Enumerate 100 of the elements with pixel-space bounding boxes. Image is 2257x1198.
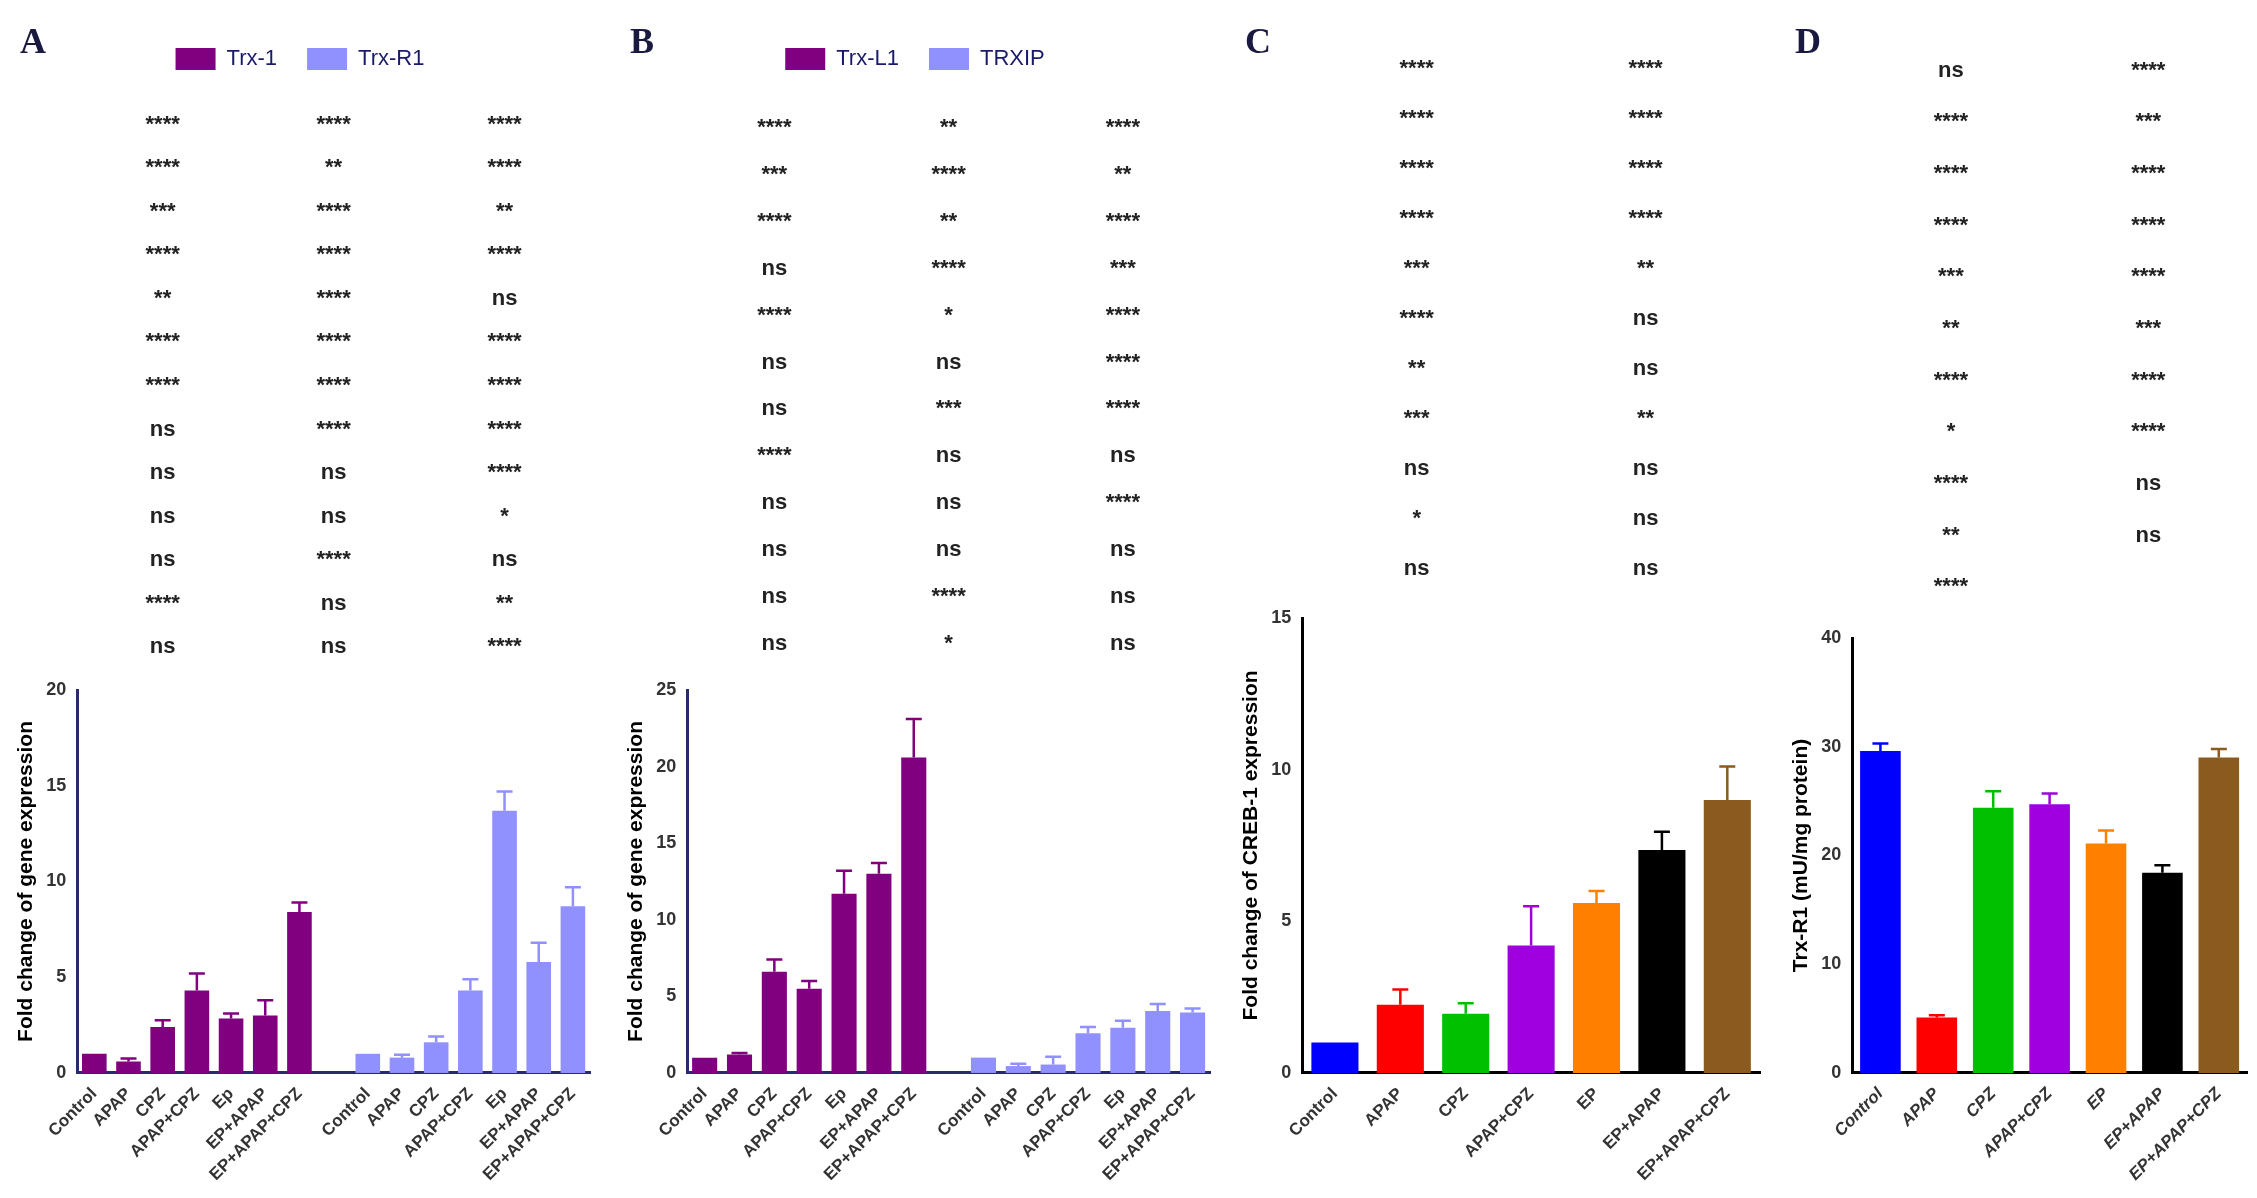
text: ns (1110, 583, 1136, 610)
bar (116, 1061, 141, 1073)
text: **** (1399, 105, 1434, 131)
text: ns (2135, 521, 2162, 548)
text: ns (761, 583, 788, 610)
y-tick-label: 20 (656, 755, 677, 776)
text: ns (149, 415, 176, 442)
y-axis-title: Trx-R1 (mU/mg protein) (1788, 738, 1812, 973)
text: ns (149, 546, 176, 573)
text: **** (1105, 207, 1140, 234)
text: ns (761, 348, 788, 375)
text: **** (1628, 155, 1663, 181)
text: **** (487, 459, 522, 486)
text: ** (154, 284, 172, 311)
text: ** (1408, 355, 1426, 381)
legend-label: Trx-1 (226, 45, 278, 71)
text: **** (1399, 205, 1434, 231)
chart-title: A (20, 20, 46, 62)
text: **** (145, 110, 180, 137)
text: **** (487, 415, 522, 442)
text: * (1946, 418, 1956, 445)
text: ns (761, 536, 788, 563)
text: **** (145, 372, 180, 398)
text: *** (1403, 405, 1430, 431)
text: ns (491, 546, 518, 573)
y-tick-label: 15 (656, 832, 677, 853)
y-tick-label: 15 (1271, 606, 1292, 627)
text: ** (495, 197, 514, 224)
text: ns (935, 442, 962, 469)
text: * (944, 301, 953, 328)
text: **** (145, 154, 180, 181)
text: **** (1933, 470, 1969, 496)
bar (970, 1057, 997, 1073)
text: * (1412, 505, 1421, 531)
text: *** (2135, 315, 2162, 341)
text: **** (1399, 305, 1434, 331)
text: **** (487, 241, 522, 268)
text: ns (935, 348, 962, 375)
text: **** (316, 546, 351, 573)
legend-label: TRXIP (979, 45, 1045, 71)
text: ns (320, 589, 347, 616)
text: **** (931, 583, 966, 610)
text: **** (316, 372, 351, 398)
text: ns (1632, 505, 1659, 531)
chart-title: B (630, 20, 655, 62)
text: * (500, 502, 509, 529)
text: *** (761, 160, 788, 187)
y-tick-label: 5 (56, 966, 67, 987)
text: ns (2135, 470, 2162, 496)
text: ** (1636, 255, 1655, 281)
bar (82, 1053, 107, 1073)
text: ns (320, 633, 347, 660)
bar (1916, 1017, 1958, 1073)
text: **** (316, 284, 351, 311)
y-tick-label: 10 (1821, 953, 1842, 974)
text: **** (1628, 105, 1663, 131)
text: **** (145, 589, 180, 616)
text: ** (1114, 160, 1132, 187)
y-tick-label: 0 (1281, 1061, 1292, 1082)
text: ns (149, 502, 176, 529)
text: **** (1105, 113, 1140, 140)
text: ns (320, 502, 347, 529)
text: **** (316, 197, 351, 224)
text: **** (1105, 395, 1140, 422)
text: ns (149, 459, 176, 486)
y-tick-label: 10 (1271, 758, 1292, 779)
text: **** (316, 328, 351, 355)
legend-label: Trx-R1 (358, 45, 425, 71)
chart-title: D (1795, 20, 1821, 62)
bar (1311, 1042, 1359, 1073)
text: **** (487, 633, 522, 660)
y-tick-label: 40 (1821, 626, 1842, 647)
y-tick-label: 5 (1281, 910, 1292, 931)
text: ns (761, 395, 788, 422)
text: **** (1933, 108, 1969, 135)
x-tick-label: EP (1573, 1083, 1603, 1114)
text: ns (1110, 536, 1136, 563)
text: ns (320, 459, 347, 486)
text: **** (1933, 211, 1969, 238)
text: * (944, 630, 953, 657)
text: **** (1628, 55, 1663, 81)
bar (692, 1057, 718, 1073)
text: *** (1110, 254, 1136, 281)
y-tick-label: 0 (1831, 1061, 1842, 1082)
text: ** (325, 154, 343, 181)
bar (1005, 1066, 1031, 1073)
text: ns (761, 489, 788, 516)
bar (389, 1057, 415, 1073)
text: ns (1403, 555, 1430, 581)
y-tick-label: 0 (666, 1061, 677, 1082)
text: ns (1938, 56, 1964, 83)
text: ** (495, 589, 514, 616)
y-axis-title: Fold change of CREB-1 expression (1238, 670, 1262, 1021)
text: ns (1632, 305, 1659, 331)
text: **** (316, 241, 351, 268)
text: **** (1933, 573, 1969, 600)
text: **** (487, 154, 522, 181)
text: **** (931, 160, 966, 187)
text: ** (940, 113, 958, 140)
text: ** (940, 207, 958, 234)
